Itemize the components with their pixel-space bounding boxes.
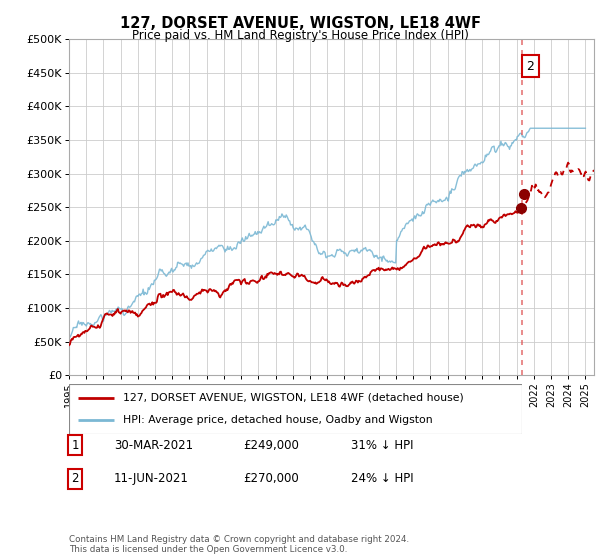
Text: HPI: Average price, detached house, Oadby and Wigston: HPI: Average price, detached house, Oadb…: [124, 415, 433, 425]
Text: 127, DORSET AVENUE, WIGSTON, LE18 4WF: 127, DORSET AVENUE, WIGSTON, LE18 4WF: [119, 16, 481, 31]
Text: 127, DORSET AVENUE, WIGSTON, LE18 4WF (detached house): 127, DORSET AVENUE, WIGSTON, LE18 4WF (d…: [124, 393, 464, 403]
Text: 2: 2: [71, 472, 79, 486]
Text: 31% ↓ HPI: 31% ↓ HPI: [351, 438, 413, 452]
Text: 2: 2: [526, 59, 534, 73]
Text: 24% ↓ HPI: 24% ↓ HPI: [351, 472, 413, 486]
FancyBboxPatch shape: [69, 384, 522, 434]
Text: 11-JUN-2021: 11-JUN-2021: [114, 472, 189, 486]
Text: 1: 1: [71, 438, 79, 452]
Text: £270,000: £270,000: [243, 472, 299, 486]
Text: 30-MAR-2021: 30-MAR-2021: [114, 438, 193, 452]
Text: Price paid vs. HM Land Registry's House Price Index (HPI): Price paid vs. HM Land Registry's House …: [131, 29, 469, 42]
Text: Contains HM Land Registry data © Crown copyright and database right 2024.
This d: Contains HM Land Registry data © Crown c…: [69, 535, 409, 554]
Text: £249,000: £249,000: [243, 438, 299, 452]
